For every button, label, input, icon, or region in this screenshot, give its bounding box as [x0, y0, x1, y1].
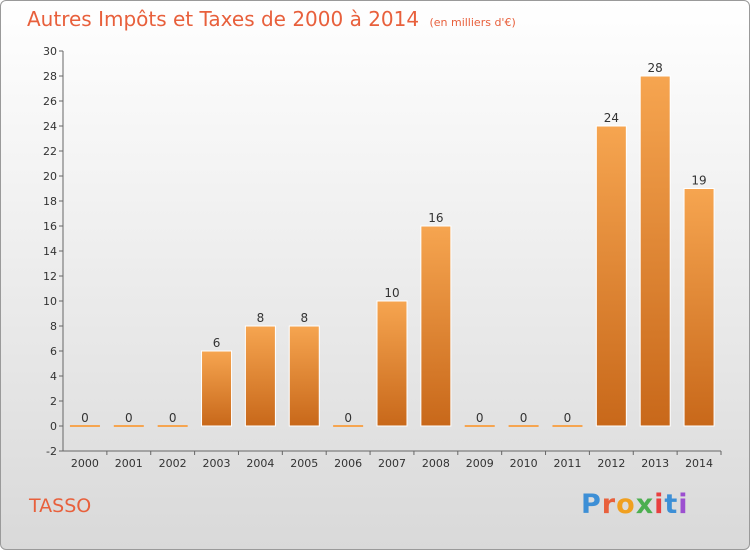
bar-value-label: 0	[476, 411, 484, 425]
bar	[201, 350, 233, 427]
bar-value-label: 0	[564, 411, 572, 425]
x-tick-label: 2004	[246, 457, 274, 470]
x-tick-label: 2012	[597, 457, 625, 470]
x-tick-label: 2014	[685, 457, 713, 470]
bar-value-label: 28	[648, 61, 663, 75]
x-tick-label: 2007	[378, 457, 406, 470]
chart-unit-label: (en milliers d'€)	[429, 16, 516, 29]
logo-letter: o	[616, 489, 636, 520]
y-tick-label: 8	[50, 320, 57, 333]
logo-letter: i	[678, 489, 689, 520]
y-tick-label: 0	[50, 420, 57, 433]
bar-value-label: 19	[691, 174, 706, 188]
y-tick-label: 14	[43, 245, 57, 258]
bar-value-label: 8	[300, 311, 308, 325]
proxiti-logo: Proxiti	[581, 489, 689, 520]
chart-title: Autres Impôts et Taxes de 2000 à 2014 (e…	[27, 7, 516, 31]
y-tick-label: 16	[43, 220, 57, 233]
x-tick-label: 2005	[290, 457, 318, 470]
bar-value-label: 0	[520, 411, 528, 425]
bar	[595, 125, 627, 427]
logo-letter: t	[664, 489, 679, 520]
bar-value-label: 0	[344, 411, 352, 425]
bar-value-label: 8	[257, 311, 265, 325]
y-tick-label: -2	[46, 445, 57, 458]
bar-value-label: 6	[213, 336, 221, 350]
y-tick-label: 30	[43, 45, 57, 58]
x-tick-label: 2013	[641, 457, 669, 470]
bar-value-label: 10	[384, 286, 399, 300]
y-tick-label: 2	[50, 395, 57, 408]
commune-name: TASSO	[29, 495, 92, 517]
x-tick-label: 2002	[159, 457, 187, 470]
logo-letter: P	[581, 489, 602, 520]
x-tick-label: 2010	[510, 457, 538, 470]
x-tick-label: 2003	[203, 457, 231, 470]
x-tick-label: 2011	[553, 457, 581, 470]
bar	[376, 300, 408, 427]
chart-title-text: Autres Impôts et Taxes de 2000 à 2014	[27, 7, 420, 31]
y-tick-label: 28	[43, 70, 57, 83]
y-tick-label: 4	[50, 370, 57, 383]
bar	[244, 325, 276, 427]
y-tick-label: 22	[43, 145, 57, 158]
bar	[639, 75, 671, 427]
x-tick-label: 2001	[115, 457, 143, 470]
bar	[420, 225, 452, 427]
bar-value-label: 16	[428, 211, 443, 225]
x-tick-label: 2009	[466, 457, 494, 470]
bar-value-label: 24	[604, 111, 619, 125]
bar	[683, 188, 715, 427]
bar-value-label: 0	[81, 411, 89, 425]
bar-value-label: 0	[125, 411, 133, 425]
y-tick-label: 20	[43, 170, 57, 183]
y-tick-label: 12	[43, 270, 57, 283]
logo-letter: i	[654, 489, 665, 520]
x-tick-label: 2006	[334, 457, 362, 470]
y-tick-label: 24	[43, 120, 57, 133]
y-tick-label: 6	[50, 345, 57, 358]
x-tick-label: 2000	[71, 457, 99, 470]
bar-value-label: 0	[169, 411, 177, 425]
y-tick-label: 10	[43, 295, 57, 308]
logo-letter: r	[601, 489, 617, 520]
x-tick-label: 2008	[422, 457, 450, 470]
logo-letter: x	[635, 489, 655, 520]
y-tick-label: 26	[43, 95, 57, 108]
y-tick-label: 18	[43, 195, 57, 208]
bar	[288, 325, 320, 427]
